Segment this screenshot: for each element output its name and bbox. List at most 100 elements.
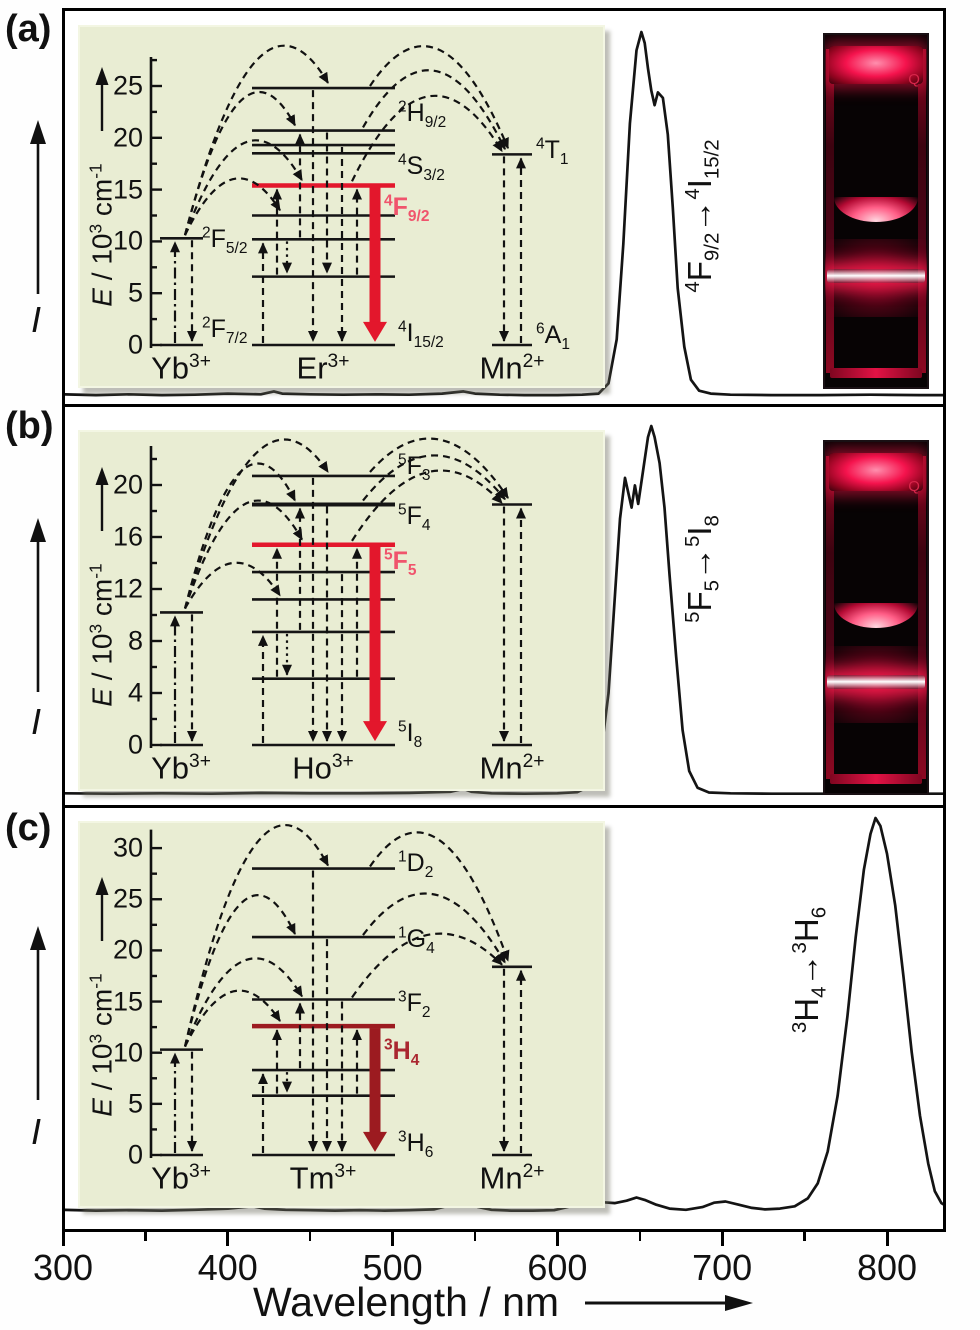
x-tick-label: 400: [197, 1247, 258, 1288]
cuvette-right-glow: [917, 49, 926, 373]
energy-diagram-a-svg: [149, 44, 532, 348]
intensity-label-c: I: [31, 1111, 42, 1152]
spectrum-curve-c: [65, 816, 943, 1212]
x-tick-label: 700: [692, 1247, 753, 1288]
energy-diagram-c-svg: [149, 823, 532, 1158]
intensity-axis-arrow-c: [30, 926, 46, 1100]
x-axis-title: Wavelength / nm: [62, 1282, 946, 1323]
cuvette-top-glow: [829, 45, 923, 85]
energy-tick-label: 20: [112, 934, 143, 965]
ion-label: Yb3+: [151, 1160, 211, 1196]
cuvette-left-glow: [826, 49, 835, 373]
laser-beam-line: [827, 675, 925, 690]
energy-diagram-a: 0 5 10 15 20 25 E / 103 cm-1 2F7/2 2F5/2 Yb3+ 4I15…: [78, 25, 605, 388]
x-major-tick: [61, 1232, 65, 1246]
x-minor-tick: [144, 1232, 147, 1241]
spectrum-curve-a: [65, 30, 943, 397]
energy-diagram-b: 0 4 8 12 16 20 E / 103 cm-1 Yb3+ 5I8 5F4 5F3 Ho3+ Mn…: [78, 430, 605, 791]
panel-b: 0 4 8 12 16 20 E / 103 cm-1 Yb3+ 5I8 5F4 5F3 Ho3+ Mn…: [65, 407, 943, 808]
x-minor-tick: [308, 1232, 312, 1241]
x-axis-title-text: Wavelength / nm: [252, 1279, 560, 1325]
emission-level-label: 5F5: [384, 546, 417, 579]
ion-label: Mn2+: [479, 750, 545, 786]
x-minor-tick: [473, 1232, 477, 1241]
energy-tick-label: 25: [112, 70, 143, 101]
energy-tick-label: 20: [112, 469, 143, 500]
x-major-tick: [391, 1232, 395, 1246]
energy-tick-label: 10: [112, 1037, 143, 1068]
level-label: 3H6: [398, 1128, 434, 1161]
x-minor-tick: [803, 1232, 806, 1241]
energy-tick-label: 0: [127, 1139, 143, 1170]
x-major-tick: [720, 1232, 724, 1246]
panel-label-b: (b): [5, 405, 54, 447]
x-axis-arrow: [585, 1294, 754, 1311]
ion-label: Yb3+: [151, 750, 211, 786]
energy-tick-label: 15: [112, 986, 143, 1017]
x-major-tick: [555, 1232, 559, 1246]
intensity-label-b: I: [31, 701, 42, 742]
panel-a: 0 5 10 15 20 25 E / 103 cm-1 2F7/2 2F5/2 Yb3+ 4I15…: [65, 11, 943, 407]
ion-label: Tm3+: [289, 1160, 357, 1196]
level-label: 1D2: [398, 848, 434, 881]
cuvette-left-glow: [826, 456, 835, 779]
energy-tick-label: 4: [127, 677, 143, 708]
cuvette-marking: Q: [908, 477, 920, 495]
x-tick-label: 500: [362, 1247, 423, 1288]
intensity-label-a: I: [31, 299, 42, 340]
energy-tick-label: 15: [112, 174, 143, 205]
ion-label: Mn2+: [479, 350, 545, 386]
level-label: 1G4: [398, 924, 435, 958]
cuvette-bottom-glow: [830, 774, 922, 785]
ion-label: Mn2+: [479, 1160, 545, 1196]
level-label: 6A1: [536, 320, 570, 353]
spectrum-curve-b: [65, 424, 943, 796]
energy-tick-label: 25: [112, 883, 143, 914]
level-label: 4I15/2: [398, 318, 444, 351]
intensity-axis-arrow-a: [30, 120, 46, 294]
x-minor-tick: [638, 1232, 642, 1241]
energy-tick-label: 0: [127, 329, 143, 360]
energy-tick-label: 20: [112, 122, 143, 153]
cuvette-top-glow: [829, 452, 923, 492]
level-label: 2F7/2: [202, 314, 248, 347]
cuvette-right-glow: [917, 456, 926, 779]
x-tick-label: 600: [527, 1247, 588, 1288]
luminescence-photo-b: Q: [823, 440, 929, 795]
energy-tick-label: 12: [112, 573, 143, 604]
x-major-tick: [885, 1232, 889, 1246]
emission-level-label: 3H4: [384, 1036, 420, 1070]
luminescence-photo-a: Q: [823, 33, 929, 389]
level-label: 5F4: [398, 501, 431, 534]
cuvette-marking: Q: [908, 70, 920, 88]
panel-label-c: (c): [5, 807, 52, 849]
energy-diagram-b-svg: [149, 437, 532, 748]
energy-axis-arrow: [95, 67, 109, 131]
level-label: 4T1: [536, 135, 569, 169]
x-tick-label: 300: [32, 1247, 94, 1288]
panel-c: 0 5 10 15 20 25 30 E / 103 cm-1 Yb3+ 3H6 3F2 1G4 1D2…: [65, 808, 943, 1229]
x-tick-label: 800: [856, 1247, 918, 1288]
energy-diagram-c: 0 5 10 15 20 25 30 E / 103 cm-1 Yb3+ 3H6 3F2 1G4 1D2…: [78, 821, 605, 1208]
ion-label: Ho3+: [292, 750, 354, 786]
level-label: 5F3: [398, 451, 431, 484]
level-label: 3F2: [398, 988, 431, 1021]
level-label: 2F5/2: [202, 224, 248, 258]
energy-tick-label: 8: [127, 625, 143, 656]
energy-axis-arrow: [95, 467, 109, 531]
ion-label: Er3+: [296, 350, 350, 386]
emission-level-label: 4F9/2: [384, 193, 430, 226]
panel-label-a: (a): [5, 8, 52, 50]
energy-tick-label: 10: [112, 225, 143, 256]
energy-tick-label: 5: [127, 277, 143, 308]
level-label: 5I8: [398, 718, 423, 751]
level-label: 4S3/2: [398, 151, 445, 185]
energy-axis-arrow: [95, 877, 109, 941]
plot-frame: 0 5 10 15 20 25 E / 103 cm-1 2F7/2 2F5/2 Yb3+ 4I15…: [62, 8, 946, 1232]
cuvette-bottom-glow: [830, 368, 922, 379]
intensity-axis-arrow-b: [30, 518, 46, 692]
x-major-tick: [226, 1232, 230, 1246]
energy-tick-label: 0: [127, 729, 143, 760]
